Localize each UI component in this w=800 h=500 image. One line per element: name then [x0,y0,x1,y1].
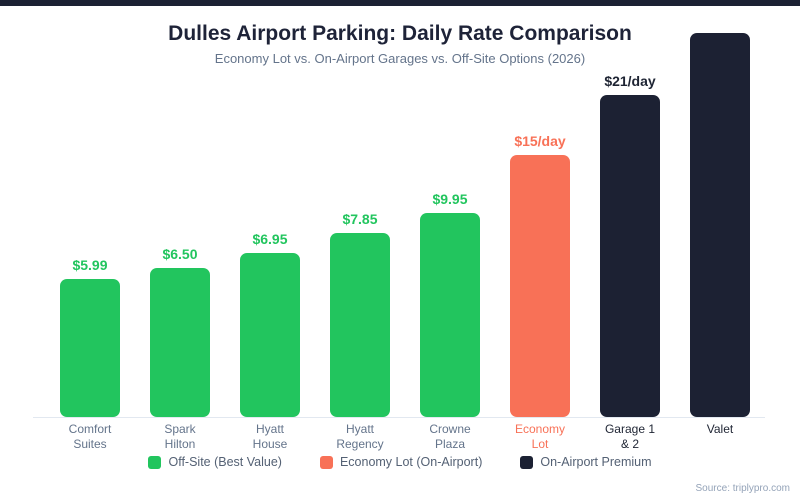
bar-valet [690,33,750,417]
chart-subtitle: Economy Lot vs. On-Airport Garages vs. O… [214,51,586,66]
tick-label-spark-hilton: Spark Hilton [164,422,196,451]
value-label-spark-hilton: $6.50 [162,246,198,262]
bar-hyatt-house [240,253,300,417]
tick-label-economy-lot: Economy Lot [514,422,566,451]
legend-swatch-offsite [148,455,162,469]
value-label-hyatt-regency: $7.85 [342,211,378,227]
legend-item-economy-lot-on-airport: Economy Lot (On-Airport) [319,455,483,469]
legend-label: On-Airport Premium [540,455,652,469]
tick-label-valet: Valet [706,422,734,436]
legend-swatch-economy [319,455,333,469]
value-label-crowne-plaza: $9.95 [432,191,468,207]
legend-label: Off-Site (Best Value) [168,455,282,469]
source-credit: Source: triplypro.com [695,483,790,494]
tick-label-crowne-plaza: Crowne Plaza [429,422,471,451]
legend-label: Economy Lot (On-Airport) [339,455,483,469]
bar-spark-hilton [150,268,210,417]
legend-swatch-premium [520,455,534,469]
tick-label-garage-1-2: Garage 1 & 2 [604,422,656,451]
value-label-economy-lot: $15/day [514,133,566,149]
x-axis-line [33,417,765,418]
legend-item-on-airport-premium: On-Airport Premium [520,455,652,469]
chart-title: Dulles Airport Parking: Daily Rate Compa… [168,22,632,45]
bar-crowne-plaza [420,213,480,417]
bar-garage-1-2 [600,95,660,417]
value-label-hyatt-house: $6.95 [252,231,288,247]
tick-label-hyatt-regency: Hyatt Regency [336,422,384,451]
top-accent-bar [0,0,800,6]
bar-hyatt-regency [330,233,390,417]
bar-economy-lot [510,155,570,417]
legend: Off-Site (Best Value) Economy Lot (On-Air… [0,455,800,469]
bar-comfort-suites [60,279,120,417]
tick-label-hyatt-house: Hyatt House [252,422,288,451]
value-label-comfort-suites: $5.99 [72,257,108,273]
legend-item-off-site-best-value: Off-Site (Best Value) [148,455,282,469]
value-label-garage-1-2: $21/day [604,73,656,89]
tick-label-comfort-suites: Comfort Suites [68,422,112,451]
